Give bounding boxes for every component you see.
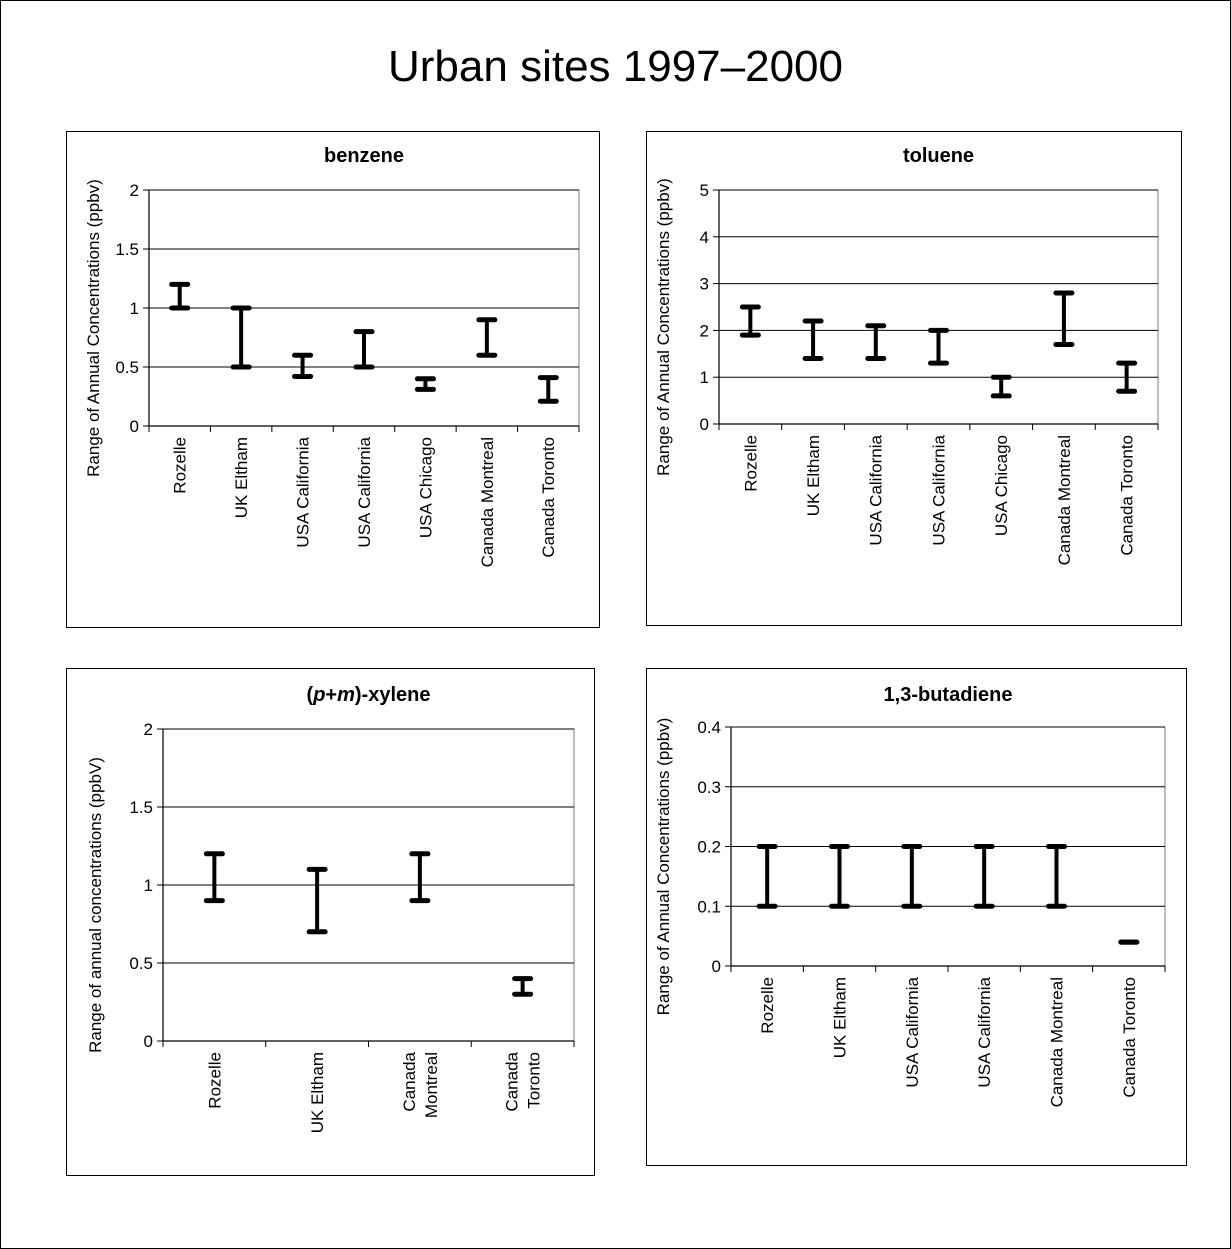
chart-xylene: 0 0.5 1 1.5 2 (p+m)-xylene Range of annual con… xyxy=(86,684,575,1133)
chart-title-part: + xyxy=(325,684,337,706)
chart-butadiene: 0 0.1 0.2 0.3 0.4 1,3-butadiene Range of Annua… xyxy=(654,684,1166,1107)
x-category-label: Canada Toronto xyxy=(1118,435,1137,556)
x-category-label: UK Eltham xyxy=(232,437,251,518)
y-axis-label: Range of Annual Concentrations (ppbv) xyxy=(654,178,673,476)
x-category-label: UK Eltham xyxy=(308,1052,327,1133)
chart-panel-xylene: 0 0.5 1 1.5 2 (p+m)-xylene Range of annual con… xyxy=(66,668,595,1176)
x-category-label: UK Eltham xyxy=(804,435,823,516)
chart-panel-butadiene: 0 0.1 0.2 0.3 0.4 1,3-butadiene Range of Annua… xyxy=(646,668,1187,1166)
chart-title-part: ( xyxy=(307,684,314,706)
chart-title-part: m xyxy=(337,684,355,706)
x-category-label: Rozelle xyxy=(205,1052,224,1109)
x-category-label: Toronto xyxy=(525,1052,544,1109)
y-tick-label: 1 xyxy=(144,876,153,895)
x-category-label: USA California xyxy=(867,434,886,545)
x-category-label: Canada Toronto xyxy=(1120,977,1139,1098)
chart-title: benzene xyxy=(324,145,404,167)
chart-title: toluene xyxy=(903,145,974,167)
plot-area xyxy=(718,189,1159,425)
y-axis-label: Range of Annual Concentrations (ppbv) xyxy=(654,718,673,1016)
x-category-label: Rozelle xyxy=(741,435,760,492)
chart-panel-benzene: 0 0.5 1 1.5 2 benzene Range of Annual Concentr… xyxy=(66,131,600,628)
y-tick-label: 0 xyxy=(712,957,721,976)
x-category-label: USA Chicago xyxy=(992,435,1011,536)
x-category-label: Montreal xyxy=(422,1052,441,1118)
y-tick-label: 2 xyxy=(700,321,709,340)
x-category-label: Canada Montreal xyxy=(478,437,497,567)
chart-panel-toluene: 0 1 2 3 4 5 toluene Range of Annual Concentrati… xyxy=(646,131,1182,626)
y-tick-label: 1.5 xyxy=(129,798,153,817)
x-category-label: Canada Toronto xyxy=(539,437,558,558)
y-tick-label: 0.4 xyxy=(697,718,721,737)
y-tick-label: 1.5 xyxy=(115,240,139,259)
chart-title: 1,3-butadiene xyxy=(884,684,1013,706)
y-tick-label: 2 xyxy=(144,720,153,739)
x-category-label: Canada xyxy=(400,1051,419,1111)
page-title: Urban sites 1997–2000 xyxy=(388,42,843,91)
y-tick-label: 4 xyxy=(700,228,709,247)
y-tick-label: 0.5 xyxy=(129,954,153,973)
chart-benzene: 0 0.5 1 1.5 2 benzene Range of Annual Concentr… xyxy=(84,145,580,567)
y-tick-label: 5 xyxy=(700,181,709,200)
y-tick-label: 0.5 xyxy=(115,358,139,377)
x-category-label: USA California xyxy=(929,434,948,545)
chart-title-part: )-xylene xyxy=(355,684,431,706)
x-category-label: USA California xyxy=(975,976,994,1087)
x-category-label: Canada xyxy=(503,1051,522,1111)
chart-title-part: p xyxy=(312,684,325,706)
y-axis-label: Range of annual concentrations (ppbV) xyxy=(86,757,105,1053)
y-tick-label: 0.2 xyxy=(697,838,721,857)
x-category-label: Canada Montreal xyxy=(1055,435,1074,565)
y-tick-label: 0 xyxy=(700,415,709,434)
y-tick-label: 3 xyxy=(700,275,709,294)
y-tick-label: 1 xyxy=(130,299,139,318)
x-category-label: USA California xyxy=(355,436,374,547)
x-category-label: USA California xyxy=(903,976,922,1087)
y-tick-label: 0 xyxy=(130,417,139,436)
chart-title: (p+m)-xylene xyxy=(307,684,431,706)
y-tick-label: 0 xyxy=(144,1032,153,1051)
x-category-label: Rozelle xyxy=(171,437,190,494)
x-category-label: UK Eltham xyxy=(830,977,849,1058)
y-tick-label: 0.1 xyxy=(697,897,721,916)
x-category-label: Rozelle xyxy=(758,977,777,1034)
x-category-label: Canada Montreal xyxy=(1047,977,1066,1107)
y-tick-label: 0.3 xyxy=(697,778,721,797)
x-category-label: USA California xyxy=(294,436,313,547)
chart-toluene: 0 1 2 3 4 5 toluene Range of Annual Concentrati… xyxy=(654,145,1159,565)
y-tick-label: 1 xyxy=(700,368,709,387)
x-category-label: USA Chicago xyxy=(416,437,435,538)
y-axis-label: Range of Annual Concentrations (ppbv) xyxy=(84,179,103,477)
y-tick-label: 2 xyxy=(130,181,139,200)
